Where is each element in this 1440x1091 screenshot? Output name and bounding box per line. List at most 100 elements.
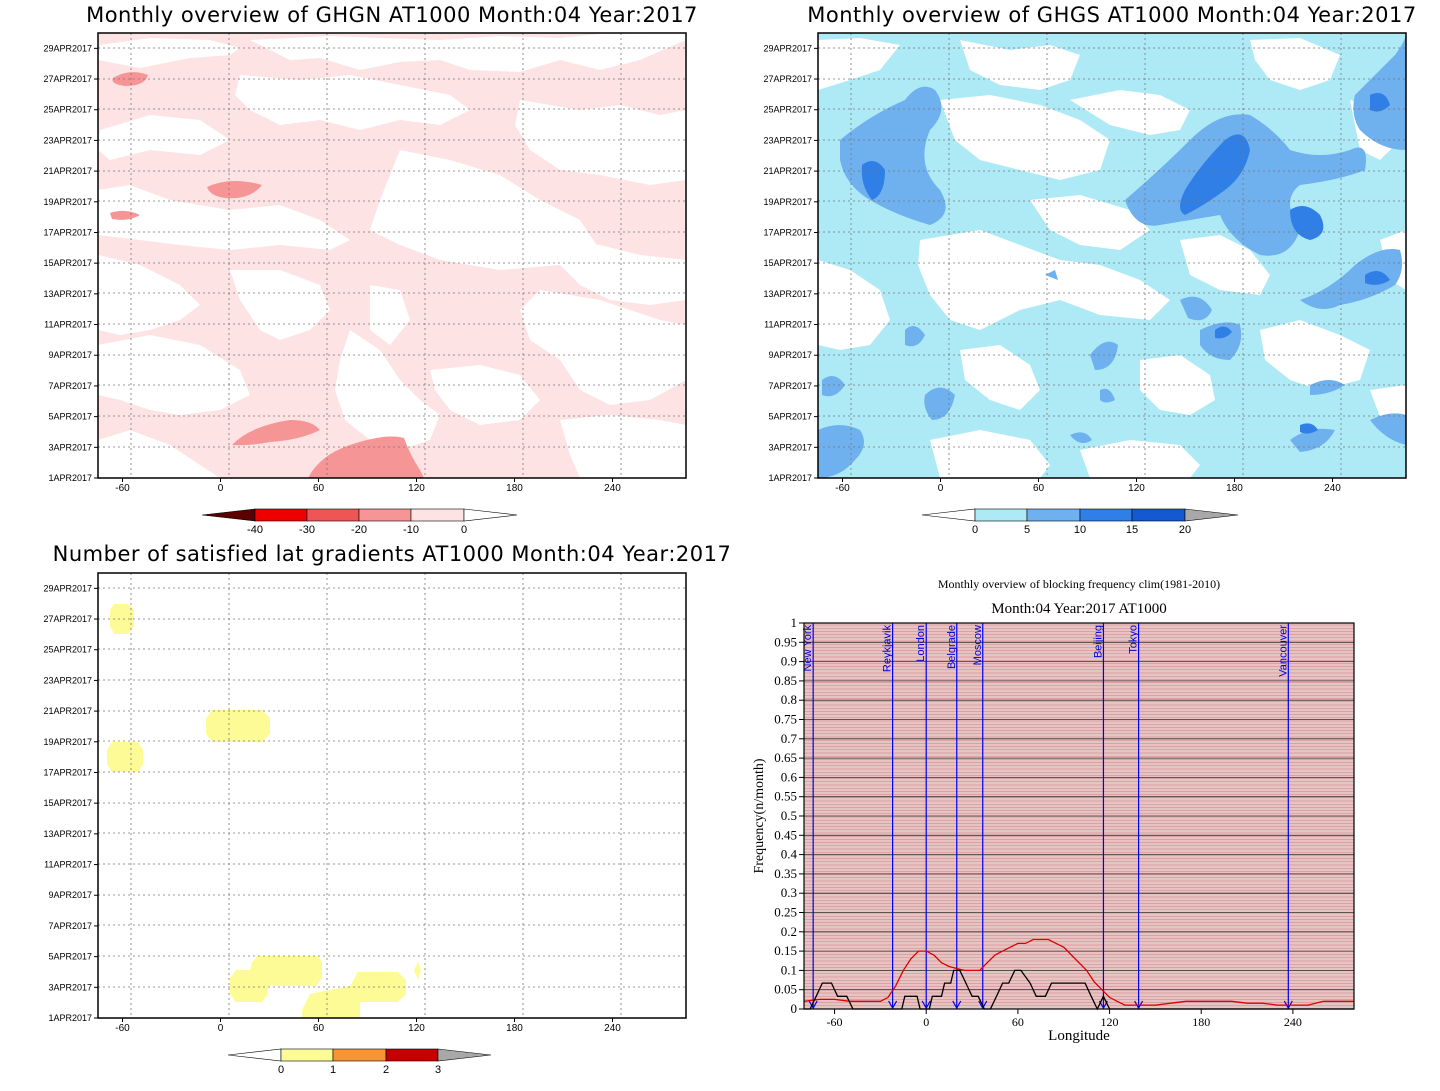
blocking-x-tick-label: 180 bbox=[1192, 1015, 1210, 1029]
ghgs-y-tick-label: 29APR2017 bbox=[763, 43, 812, 53]
ghgn-colorbar-label: -40 bbox=[247, 524, 263, 536]
ghgs-y-tick-label: 19APR2017 bbox=[763, 197, 812, 207]
city-marker-arrow bbox=[952, 1000, 962, 1010]
blocking-y-tick-label: 0.6 bbox=[781, 769, 798, 784]
ghgs-y-tick-label: 27APR2017 bbox=[763, 74, 812, 84]
panel-lat-gradients-title: Number of satisfied lat gradients AT1000… bbox=[53, 542, 732, 566]
lat-gradients-colorbar-label: 0 bbox=[278, 1064, 284, 1076]
lat-gradients-x-tick-label: 0 bbox=[218, 1023, 224, 1034]
ghgn-y-tick-label: 17APR2017 bbox=[43, 227, 92, 237]
ghgn-y-tick-label: 29APR2017 bbox=[43, 43, 92, 53]
ghgs-colorbar-label: 0 bbox=[972, 524, 978, 536]
city-marker-arrow bbox=[1134, 1000, 1144, 1010]
ghgs-colorbar-cell bbox=[1131, 508, 1186, 522]
ghgn-y-tick-label: 25APR2017 bbox=[43, 105, 92, 115]
lat-gradients-y-tick-label: 29APR2017 bbox=[43, 583, 92, 593]
lat-gradients-colorbar-label: 3 bbox=[435, 1064, 441, 1076]
panel-ghgn: Monthly overview of GHGN AT1000 Month:04… bbox=[43, 3, 697, 536]
ghgs-x-tick-label: -60 bbox=[835, 483, 850, 494]
ghgs-y-tick-label: 13APR2017 bbox=[763, 289, 812, 299]
ghgs-colorbar-label: 10 bbox=[1074, 524, 1086, 536]
ghgn-axis-ticks: -60 0 60 120 180 240 1APR2017 3APR2017 5APR2017 7… bbox=[43, 43, 621, 494]
ghgn-colorbar-label: -30 bbox=[299, 524, 315, 536]
panel-ghgn-title: Monthly overview of GHGN AT1000 Month:04… bbox=[86, 3, 698, 27]
lat-gradients-x-tick-label: 180 bbox=[506, 1023, 523, 1034]
blocking-background-stripes bbox=[804, 622, 1354, 1010]
ghgs-level-2 bbox=[818, 33, 1406, 478]
ghgn-y-tick-label: 5APR2017 bbox=[48, 412, 92, 422]
ghgn-y-tick-label: 3APR2017 bbox=[48, 442, 92, 452]
blocking-y-tick-label: 0.55 bbox=[774, 789, 797, 804]
lat-gradients-y-tick-label: 17APR2017 bbox=[43, 767, 92, 777]
city-label: Moscow bbox=[972, 625, 984, 665]
ghgs-axis-ticks: -60 0 60 120 180 240 1APR2017 3APR2017 5APR2017 7… bbox=[763, 43, 1341, 494]
ghgn-colorbar-cell bbox=[254, 508, 308, 522]
lat-gradients-colorbar-cell bbox=[385, 1048, 439, 1062]
lat-gradients-fields bbox=[98, 573, 686, 1018]
ghgn-contours bbox=[98, 33, 686, 478]
ghgs-x-tick-label: 0 bbox=[938, 483, 944, 494]
blocking-x-tick-label: 240 bbox=[1284, 1015, 1302, 1029]
panel-ghgs-frame bbox=[817, 32, 1407, 479]
lat-gradients-y-tick-label: 15APR2017 bbox=[43, 798, 92, 808]
ghgn-colorbar-label: -10 bbox=[403, 524, 419, 536]
ghgn-colorbar-label: -20 bbox=[351, 524, 367, 536]
city-label: London bbox=[915, 625, 927, 662]
blocking-axis-ticks: -60 0 60 120 180 240 0 0.05 0.1 0.15 0.2 0.25 0.3 0.3… bbox=[774, 615, 1302, 1029]
lat-gradients-x-tick-label: 60 bbox=[313, 1023, 325, 1034]
ghgs-y-tick-label: 15APR2017 bbox=[763, 258, 812, 268]
panel-lat-gradients-background bbox=[98, 573, 686, 1018]
lat-gradients-x-tick-label: 240 bbox=[604, 1023, 621, 1034]
lat-gradients-y-tick-label: 3APR2017 bbox=[48, 982, 92, 992]
blocking-y-tick-label: 0.35 bbox=[774, 866, 797, 881]
ghgn-y-tick-label: 19APR2017 bbox=[43, 197, 92, 207]
blocking-y-tick-label: 0.2 bbox=[781, 924, 797, 939]
ghgs-y-tick-label: 11APR2017 bbox=[764, 320, 812, 330]
panel-blocking-frequency: Monthly overview of blocking frequency c… bbox=[752, 577, 1355, 1044]
lat-gradients-y-tick-label: 13APR2017 bbox=[43, 829, 92, 839]
lat-gradients-colorbar-label: 1 bbox=[330, 1064, 336, 1076]
ghgn-white-areas bbox=[98, 33, 686, 478]
ghgn-colorbar-cell bbox=[306, 508, 360, 522]
panel-ghgs: Monthly overview of GHGS AT1000 Month:04… bbox=[763, 3, 1416, 536]
ghgs-x-tick-label: 60 bbox=[1033, 483, 1045, 494]
lat-gradients-y-tick-label: 27APR2017 bbox=[43, 614, 92, 624]
blocking-y-axis-label: Frequency(n/month) bbox=[752, 758, 767, 873]
ghgs-colorbar-cell bbox=[1026, 508, 1081, 522]
blocking-y-tick-label: 0.75 bbox=[774, 712, 797, 727]
ghgs-colorbar-cell bbox=[1079, 508, 1133, 522]
ghgn-colorbar-cell bbox=[358, 508, 412, 522]
ghgs-y-tick-label: 7APR2017 bbox=[768, 381, 812, 391]
ghgs-y-tick-label: 17APR2017 bbox=[763, 227, 812, 237]
panel-ghgs-title: Monthly overview of GHGS AT1000 Month:04… bbox=[807, 3, 1416, 27]
blocking-y-tick-label: 0.95 bbox=[774, 634, 797, 649]
blocking-y-tick-label: 0.4 bbox=[781, 847, 798, 862]
blocking-city-markers: New York Reykjavik London Belgrade Moscow Bei… bbox=[802, 623, 1293, 1010]
ghgn-y-tick-label: 7APR2017 bbox=[48, 381, 92, 391]
blocking-y-tick-label: 0.8 bbox=[781, 692, 797, 707]
blocking-x-tick-label: 60 bbox=[1012, 1015, 1024, 1029]
lat-gradients-y-tick-label: 9APR2017 bbox=[48, 890, 92, 900]
ghgn-x-tick-label: 120 bbox=[408, 483, 425, 494]
ghgs-contours bbox=[818, 33, 1406, 478]
ghgn-x-tick-label: 240 bbox=[604, 483, 621, 494]
city-label: Reykjavik bbox=[882, 625, 894, 673]
lat-gradients-x-tick-label: 120 bbox=[408, 1023, 425, 1034]
blocking-x-axis-label: Longitude bbox=[1048, 1028, 1110, 1044]
city-marker-arrow bbox=[921, 1000, 931, 1010]
lat-gradients-colorbar-cell bbox=[227, 1048, 282, 1062]
city-marker-arrow bbox=[978, 1000, 988, 1010]
blocking-y-tick-label: 1 bbox=[791, 615, 798, 630]
ghgn-colorbar-cell bbox=[201, 508, 256, 522]
ghgn-y-tick-label: 1APR2017 bbox=[48, 473, 92, 483]
city-label: Tokyo bbox=[1128, 625, 1140, 654]
ghgs-x-tick-label: 120 bbox=[1128, 483, 1145, 494]
blocking-x-tick-label: -60 bbox=[827, 1015, 843, 1029]
city-label: New York bbox=[802, 625, 814, 672]
city-label: Belgrade bbox=[946, 625, 958, 669]
blocking-y-tick-label: 0.9 bbox=[781, 654, 797, 669]
city-marker-arrow bbox=[888, 1000, 898, 1010]
ghgn-y-tick-label: 11APR2017 bbox=[44, 320, 92, 330]
blocking-y-tick-label: 0 bbox=[791, 1001, 798, 1016]
